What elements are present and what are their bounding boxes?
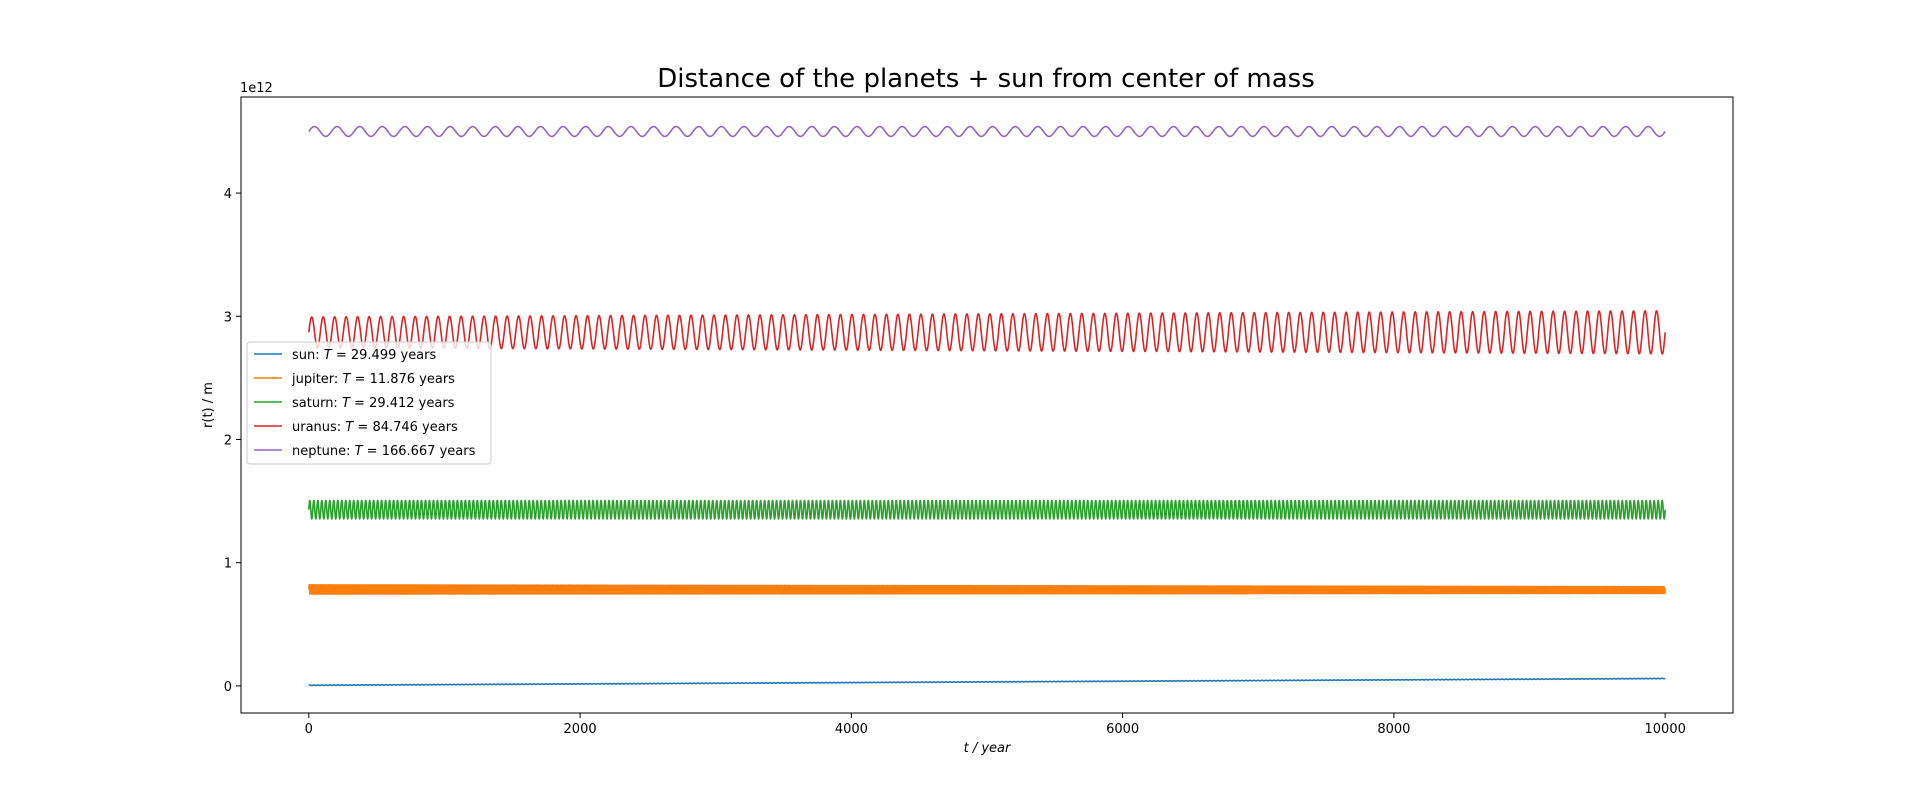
x-tick-label: 6000: [1106, 722, 1139, 737]
series-line-saturn: [308, 499, 1666, 520]
y-tick-label: 0: [224, 680, 232, 695]
plot-frame: [240, 96, 1734, 714]
series-line-jupiter: [308, 583, 1667, 595]
y-axis: 0 1 2 3 4: [224, 187, 241, 695]
y-tick-label: 4: [224, 187, 232, 202]
y-tick-label: 1: [224, 557, 232, 572]
x-tick-label: 2000: [564, 722, 597, 737]
series-line-sun: [308, 677, 1666, 687]
chart-title: Distance of the planets + sun from cente…: [657, 64, 1315, 94]
series-line-uranus: [308, 309, 1666, 355]
y-offset-text: 1e12: [240, 81, 273, 96]
x-axis: 0 2000 4000 6000 8000 10000: [305, 713, 1686, 737]
x-tick-label: 8000: [1377, 722, 1410, 737]
x-axis-label: t / year: [964, 741, 1012, 756]
x-tick-label: 0: [305, 722, 313, 737]
legend-label-neptune: neptune: T = 166.667 years: [292, 444, 476, 459]
y-tick-label: 3: [224, 310, 232, 325]
series-layer: [308, 125, 1667, 687]
series-line-neptune: [308, 125, 1666, 138]
legend: sun: T = 29.499 years jupiter: T = 11.876…: [246, 341, 492, 465]
legend-label-jupiter: jupiter: T = 11.876 years: [291, 372, 455, 387]
legend-label-sun: sun: T = 29.499 years: [292, 348, 436, 363]
legend-label-saturn: saturn: T = 29.412 years: [292, 396, 455, 411]
x-tick-label: 10000: [1645, 722, 1686, 737]
legend-frame: [246, 341, 492, 465]
legend-label-uranus: uranus: T = 84.746 years: [292, 420, 458, 435]
x-tick-label: 4000: [835, 722, 868, 737]
y-tick-label: 2: [224, 433, 232, 448]
y-axis-label: r(t) / m: [201, 382, 216, 428]
